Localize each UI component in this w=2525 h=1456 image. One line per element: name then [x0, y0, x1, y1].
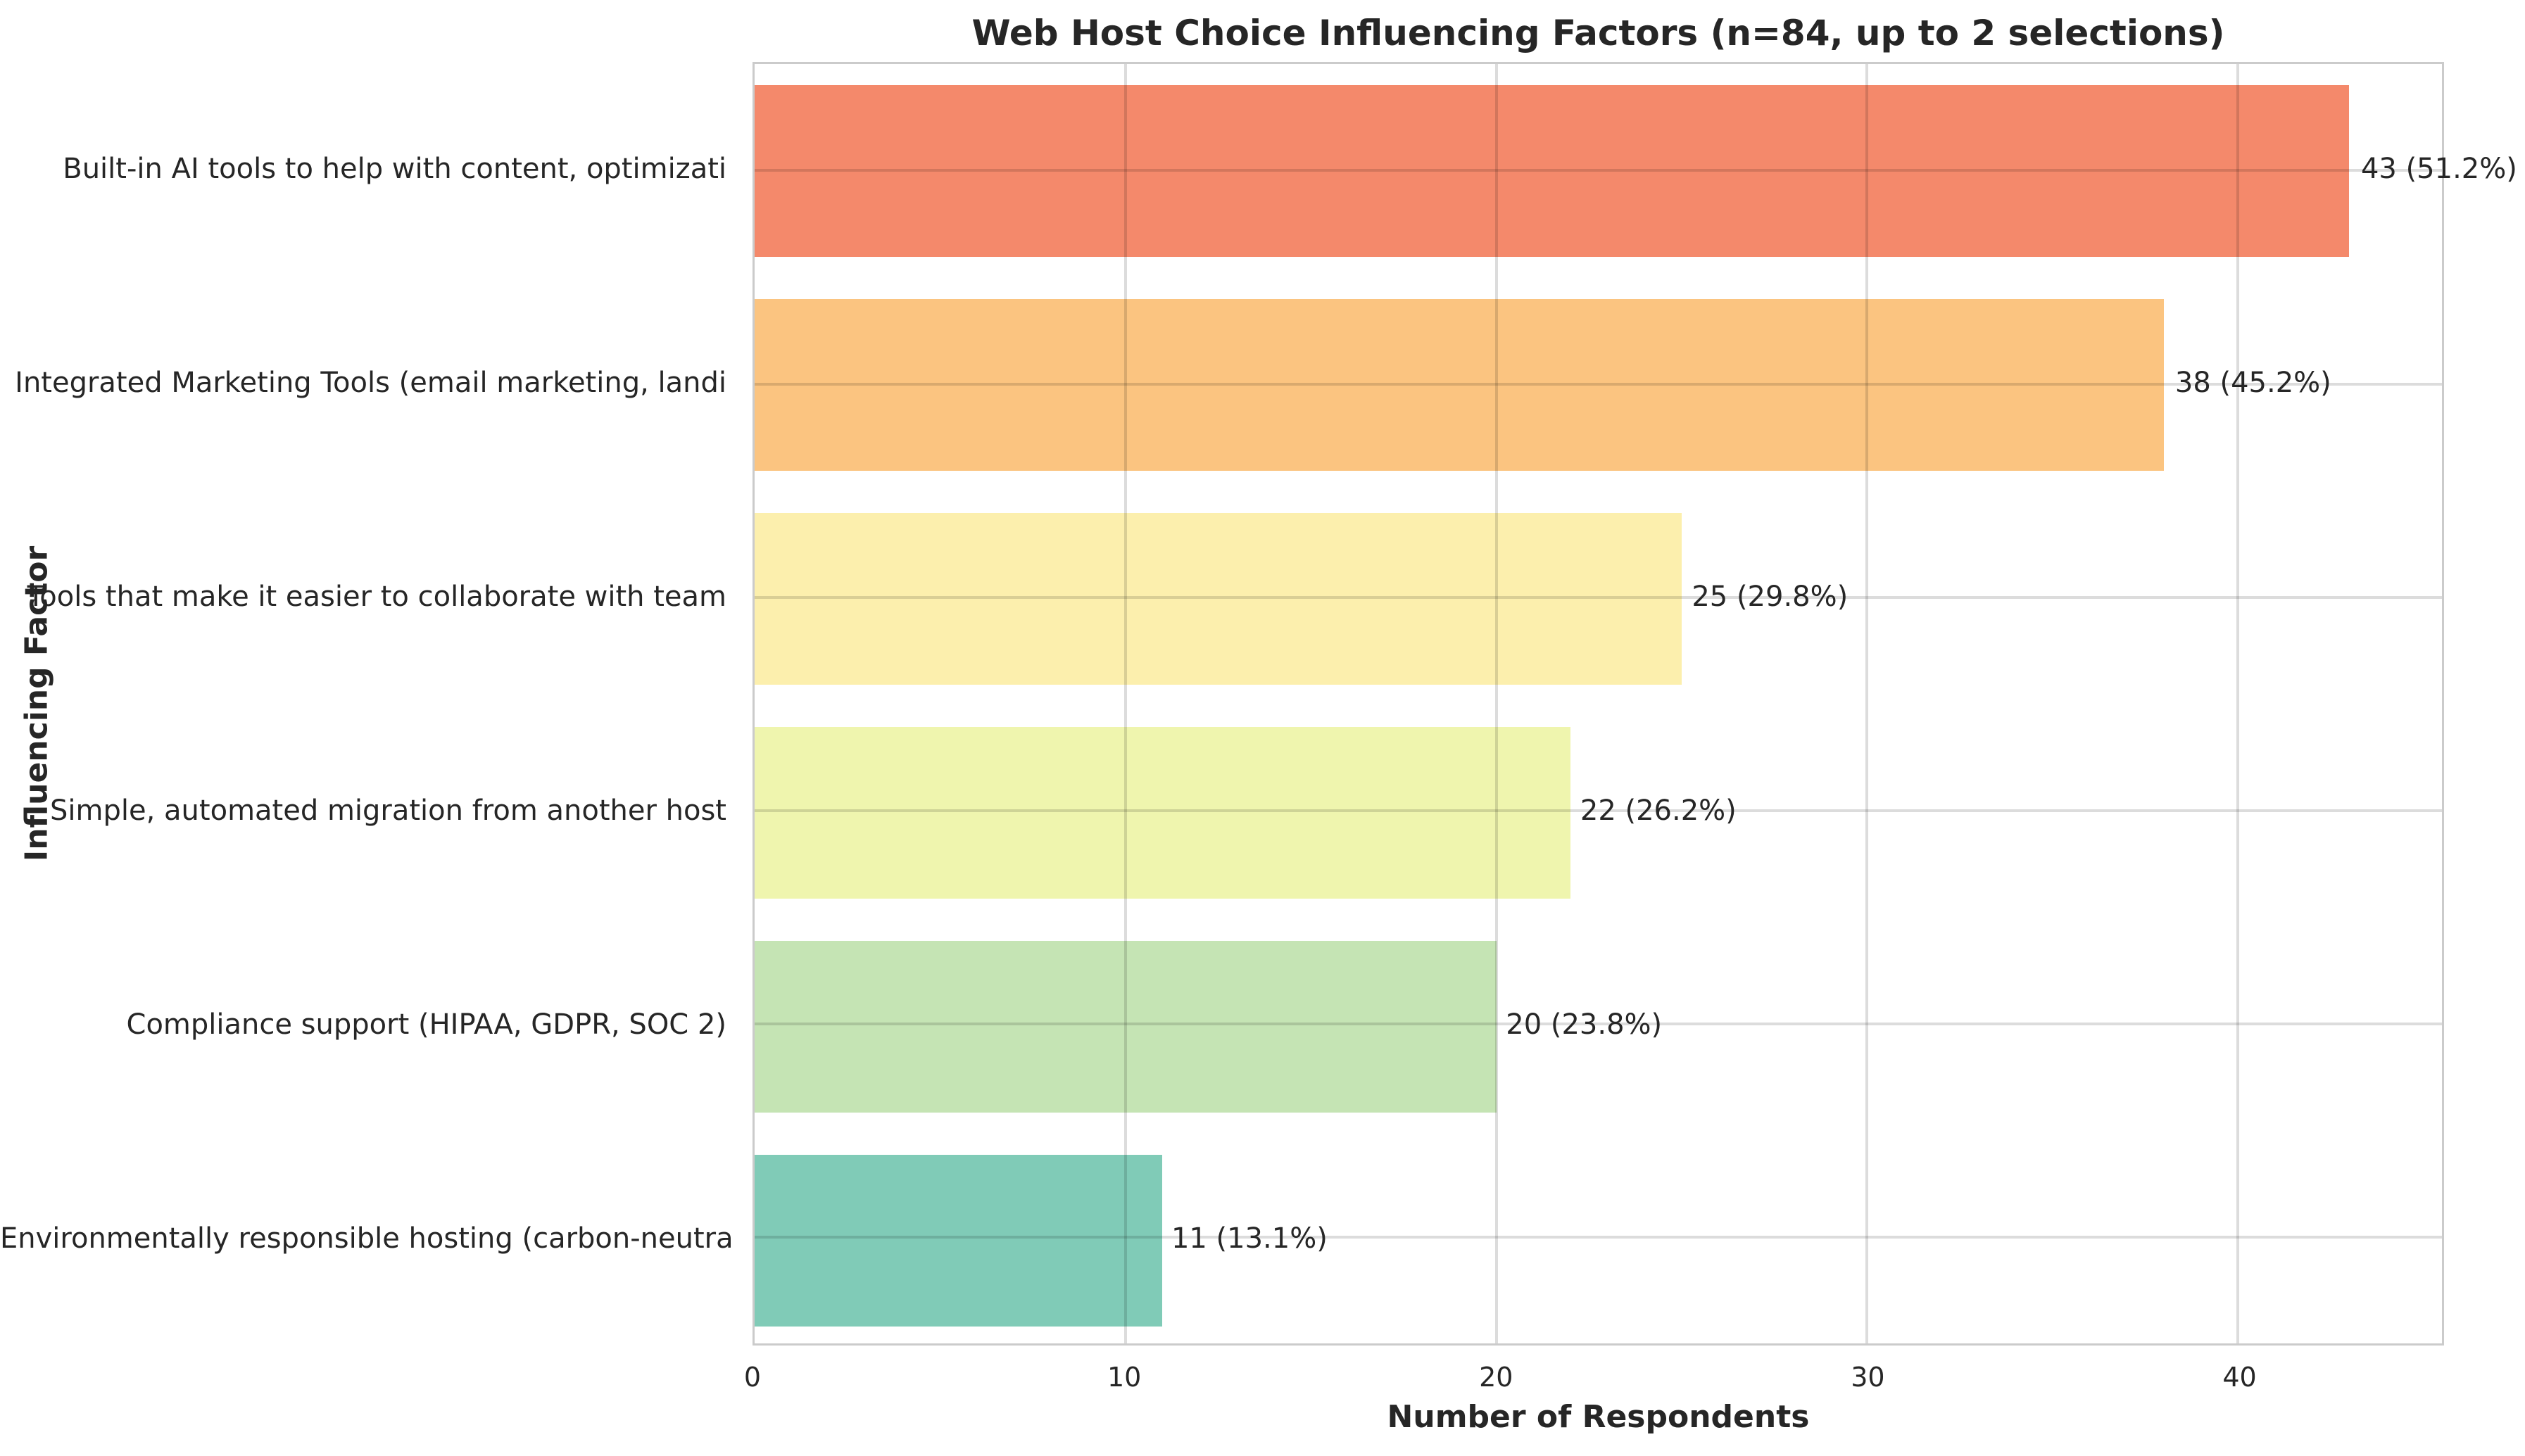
bar	[755, 941, 1497, 1113]
bar	[755, 1155, 1163, 1327]
bar	[755, 513, 1682, 685]
bar-value-label: 11 (13.1%)	[1171, 1222, 1328, 1255]
category-label: Built-in AI tools to help with content, …	[63, 153, 726, 185]
chart-title: Web Host Choice Influencing Factors (n=8…	[971, 13, 2225, 53]
bar-value-label: 43 (51.2%)	[2360, 153, 2517, 185]
bar	[755, 299, 2164, 471]
category-label: Environmentally responsible hosting (car…	[0, 1222, 733, 1255]
bar	[755, 85, 2350, 257]
category-label: Integrated Marketing Tools (email market…	[15, 367, 726, 399]
plot-area	[753, 62, 2444, 1346]
bar-value-label: 20 (23.8%)	[1506, 1008, 1663, 1041]
x-tick-label: 0	[743, 1362, 762, 1393]
bar-value-label: 38 (45.2%)	[2174, 367, 2331, 399]
x-tick-label: 40	[2222, 1362, 2257, 1393]
x-tick-label: 30	[1851, 1362, 1885, 1393]
bar-value-label: 25 (29.8%)	[1692, 581, 1849, 613]
category-label: Compliance support (HIPAA, GDPR, SOC 2)	[126, 1008, 726, 1041]
x-axis-label: Number of Respondents	[1387, 1399, 1810, 1435]
x-tick-label: 10	[1107, 1362, 1142, 1393]
x-tick-label: 20	[1479, 1362, 1513, 1393]
category-label: Tools that make it easier to collaborate…	[27, 581, 726, 613]
bar	[755, 727, 1570, 899]
category-label: Simple, automated migration from another…	[50, 795, 726, 827]
bar-value-label: 22 (26.2%)	[1580, 795, 1737, 827]
